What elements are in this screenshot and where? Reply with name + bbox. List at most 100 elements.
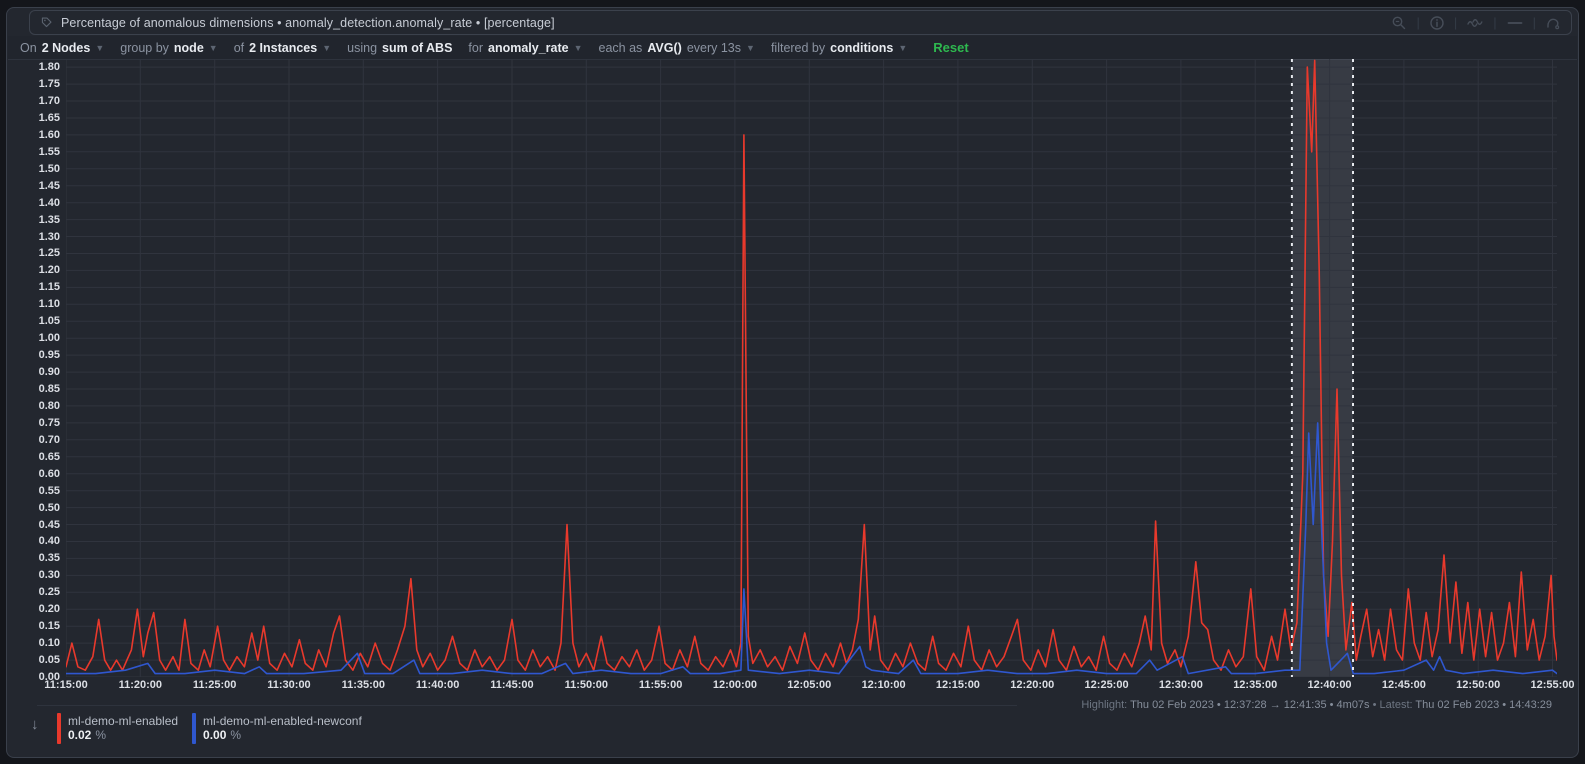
y-axis-tick: 1.10 xyxy=(38,298,60,311)
y-axis-tick: 0.50 xyxy=(38,501,60,514)
legend-label: ml-demo-ml-enabled-newconf xyxy=(203,714,362,728)
legend-unit: % xyxy=(230,728,242,742)
chevron-down-icon: ▼ xyxy=(746,42,755,53)
legend-item-ml-demo-ml-enabled[interactable]: ml-demo-ml-enabled 0.02% xyxy=(57,713,178,744)
legend-label: ml-demo-ml-enabled xyxy=(68,714,179,728)
y-axis-tick: 1.30 xyxy=(38,230,60,243)
x-axis-tick: 12:15:00 xyxy=(935,679,980,691)
y-axis-tick: 1.70 xyxy=(38,95,60,107)
chevron-down-icon: ▼ xyxy=(208,42,218,53)
x-axis-tick: 12:40:00 xyxy=(1307,679,1352,691)
chevron-down-icon: ▼ xyxy=(95,42,105,53)
legend-color-bar xyxy=(192,713,197,744)
y-axis-tick: 1.40 xyxy=(38,196,60,209)
y-axis-tick: 0.95 xyxy=(38,349,60,362)
y-axis-tick: 0.30 xyxy=(38,569,60,582)
x-axis: 11:15:00 11:20:00 11:25:00 11:30:00 11:35:00… xyxy=(44,679,1574,694)
filter-value: conditions xyxy=(830,40,894,55)
x-axis-tick: 11:35:00 xyxy=(341,679,386,691)
chart-canvas[interactable] xyxy=(66,59,1557,677)
info-icon[interactable] xyxy=(1429,15,1445,31)
highlight-info: Highlight: Thu 02 Feb 2023 • 12:37:28 → … xyxy=(1081,699,1552,711)
chart-toolbar: | | | | xyxy=(1391,15,1561,31)
y-axis-tick: 0.45 xyxy=(38,518,60,531)
filter-prefix: filtered by xyxy=(770,40,826,55)
y-axis-tick: 0.05 xyxy=(38,654,60,667)
y-axis-tick: 1.15 xyxy=(38,281,60,294)
y-axis-tick: 1.00 xyxy=(38,332,60,345)
x-axis-tick: 11:25:00 xyxy=(192,679,237,691)
legend-color-bar xyxy=(57,713,61,744)
chevron-down-icon: ▼ xyxy=(573,42,583,53)
zoom-icon[interactable] xyxy=(1391,15,1407,31)
filter-sum-of-abs[interactable]: using sum of ABS xyxy=(347,41,452,55)
y-axis-tick: 0.75 xyxy=(38,416,60,429)
x-axis-tick: 12:10:00 xyxy=(861,679,906,691)
filter-value: 2 Nodes xyxy=(41,40,91,55)
chevron-down-icon: ▼ xyxy=(322,42,332,53)
x-axis-tick: 12:20:00 xyxy=(1010,679,1055,691)
anomalies-icon[interactable] xyxy=(1545,15,1561,31)
toolbar-separator: | xyxy=(1493,15,1497,30)
y-axis-tick: 0.15 xyxy=(38,620,60,633)
y-axis-tick: 1.45 xyxy=(38,179,60,192)
filter-2-nodes[interactable]: On 2 Nodes ▼ xyxy=(20,41,104,55)
filter-conditions[interactable]: filtered by conditions ▼ xyxy=(771,41,907,55)
y-axis-tick: 1.20 xyxy=(38,264,60,277)
legend-value: 0.00 xyxy=(203,728,227,742)
highlight-label: Highlight: xyxy=(1081,699,1128,711)
x-axis-tick: 12:25:00 xyxy=(1084,679,1129,691)
legend-collapse-arrow[interactable]: ↓ xyxy=(31,716,39,733)
latest-label: • Latest: xyxy=(1372,699,1413,711)
reset-button[interactable]: Reset xyxy=(933,40,969,55)
legend-value: 0.02 xyxy=(68,728,92,742)
flat-line-icon[interactable] xyxy=(1506,15,1524,31)
toolbar-separator: | xyxy=(1453,15,1458,30)
y-axis-tick: 1.75 xyxy=(38,78,60,91)
x-axis-tick: 11:20:00 xyxy=(118,679,163,691)
filter-value: node xyxy=(173,40,204,55)
x-axis-tick: 11:50:00 xyxy=(564,679,608,691)
y-axis-tick: 0.70 xyxy=(38,433,60,446)
legend-separator xyxy=(37,705,1017,706)
highlight-value: Thu 02 Feb 2023 • 12:37:28 → 12:41:35 • … xyxy=(1130,699,1370,711)
y-axis-tick: 1.60 xyxy=(38,128,60,141)
y-axis-tick: 1.55 xyxy=(38,145,60,158)
y-axis-tick: 0.60 xyxy=(38,467,60,480)
y-axis-tick: 0.55 xyxy=(38,484,60,497)
y-axis-tick: 0.80 xyxy=(38,399,60,412)
y-axis-tick: 1.50 xyxy=(38,162,60,175)
x-axis-tick: 11:55:00 xyxy=(638,679,683,691)
chart-card: Percentage of anomalous dimensions • ano… xyxy=(6,7,1579,758)
y-axis-tick: 1.65 xyxy=(38,111,60,124)
y-axis-tick: 1.05 xyxy=(38,315,60,328)
y-axis-tick: 0.65 xyxy=(38,450,60,463)
y-axis-tick: 1.35 xyxy=(38,213,60,226)
x-axis-tick: 12:30:00 xyxy=(1158,679,1203,691)
y-axis-tick: 0.85 xyxy=(38,383,60,395)
x-axis-tick: 11:45:00 xyxy=(490,679,534,691)
filter-avg-[interactable]: each as AVG() every 13s ▼ xyxy=(599,41,755,55)
x-axis-tick: 12:55:00 xyxy=(1530,679,1575,691)
filter-2-instances[interactable]: of 2 Instances ▼ xyxy=(234,41,331,55)
filter-anomaly-rate[interactable]: for anomaly_rate ▼ xyxy=(468,41,582,55)
x-axis-tick: 12:45:00 xyxy=(1381,679,1426,691)
filter-prefix: On xyxy=(20,40,37,55)
x-axis-tick: 11:30:00 xyxy=(267,679,311,691)
y-axis-tick: 0.40 xyxy=(38,535,60,548)
y-axis-tick: 1.80 xyxy=(38,61,60,74)
title-bar: Percentage of anomalous dimensions • ano… xyxy=(29,10,1572,35)
legend: ml-demo-ml-enabled 0.02% ml-demo-ml-enable… xyxy=(57,713,362,744)
filter-node[interactable]: group by node ▼ xyxy=(120,41,217,55)
toolbar-separator: | xyxy=(1532,15,1536,30)
x-axis-tick: 12:00:00 xyxy=(712,679,757,691)
legend-item-ml-demo-ml-enabled-newconf[interactable]: ml-demo-ml-enabled-newconf 0.00% xyxy=(192,713,362,744)
chart-type-icon[interactable] xyxy=(1466,15,1484,31)
filter-value: sum of ABS xyxy=(382,40,453,55)
y-axis-tick: 0.20 xyxy=(38,603,60,616)
y-axis-tick: 0.90 xyxy=(38,366,60,379)
y-axis-tick: 0.10 xyxy=(38,637,60,650)
filter-prefix: of xyxy=(233,40,245,55)
filter-value: AVG() xyxy=(647,40,682,55)
x-axis-tick: 12:05:00 xyxy=(787,679,832,691)
